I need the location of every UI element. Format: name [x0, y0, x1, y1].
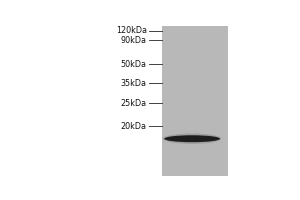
Text: 120kDa: 120kDa — [116, 26, 147, 35]
Text: 25kDa: 25kDa — [121, 99, 147, 108]
Ellipse shape — [163, 134, 221, 144]
Text: 50kDa: 50kDa — [121, 60, 147, 69]
Bar — [162, 26, 228, 176]
Text: 90kDa: 90kDa — [121, 36, 147, 45]
Ellipse shape — [164, 135, 220, 142]
Text: 20kDa: 20kDa — [121, 122, 147, 131]
Text: 35kDa: 35kDa — [121, 79, 147, 88]
